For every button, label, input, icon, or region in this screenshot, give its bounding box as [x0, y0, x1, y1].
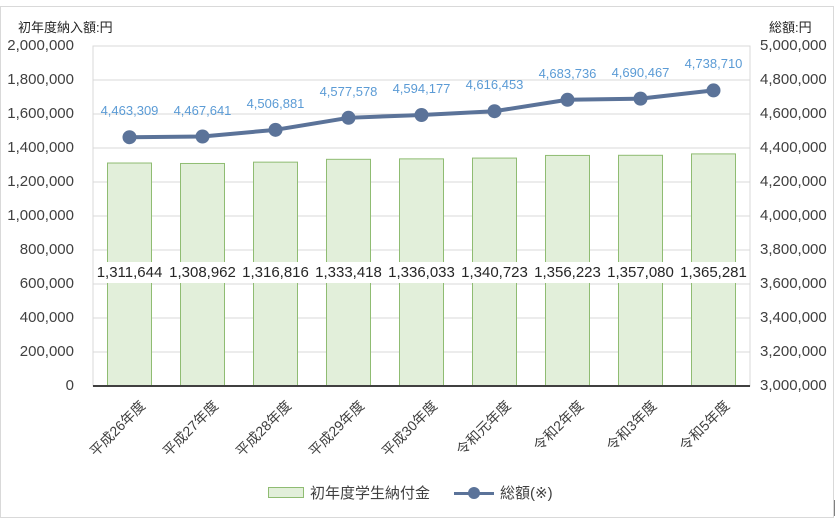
left-axis-tick: 1,000,000 — [7, 207, 74, 224]
legend: 初年度学生納付金 総額(※) — [268, 482, 553, 503]
line-data-label: 4,683,736 — [538, 65, 597, 81]
line-data-label: 4,616,453 — [465, 77, 524, 93]
left-axis-tick: 2,000,000 — [7, 37, 74, 54]
bar-data-label: 1,340,723 — [458, 262, 531, 283]
legend-bar-label: 初年度学生納付金 — [310, 485, 431, 502]
line-marker — [268, 122, 283, 137]
line-marker — [560, 92, 575, 107]
left-axis-tick: 200,000 — [19, 343, 74, 360]
bar-data-label: 1,333,418 — [312, 262, 385, 283]
right-axis-tick: 4,600,000 — [760, 105, 827, 122]
line-marker — [341, 110, 356, 125]
bar-data-label: 1,308,962 — [166, 262, 239, 283]
line-data-label: 4,738,710 — [684, 56, 743, 72]
right-axis-tick: 4,000,000 — [760, 207, 827, 224]
legend-item-bar: 初年度学生納付金 — [268, 482, 430, 503]
left-axis-tick: 800,000 — [19, 241, 74, 258]
right-axis-tick: 3,000,000 — [760, 377, 827, 394]
line-marker — [122, 130, 137, 145]
bar-data-label: 1,316,816 — [239, 262, 312, 283]
line-data-label: 4,577,578 — [319, 83, 378, 99]
line-marker — [414, 107, 429, 122]
right-axis-title: 総額:円 — [769, 20, 812, 35]
right-axis-tick: 3,800,000 — [760, 241, 827, 258]
right-axis-tick: 4,800,000 — [760, 71, 827, 88]
line-marker — [706, 83, 721, 98]
left-axis-tick: 1,200,000 — [7, 173, 74, 190]
line-data-label: 4,594,177 — [392, 80, 451, 96]
right-axis-tick: 3,600,000 — [760, 275, 827, 292]
bar-data-label: 1,365,281 — [677, 262, 750, 283]
left-axis-tick: 0 — [65, 377, 74, 394]
bar-data-label: 1,311,644 — [93, 262, 166, 283]
line-data-label: 4,467,641 — [173, 102, 232, 118]
left-axis-tick: 400,000 — [19, 309, 74, 326]
line-data-label: 4,506,881 — [246, 95, 305, 111]
right-axis-tick: 3,400,000 — [760, 309, 827, 326]
bar-data-label: 1,356,223 — [531, 262, 604, 283]
line-marker — [487, 104, 502, 119]
right-axis-tick: 4,400,000 — [760, 139, 827, 156]
left-axis-tick: 1,400,000 — [7, 139, 74, 156]
right-axis-tick: 3,200,000 — [760, 343, 827, 360]
right-axis-tick: 4,200,000 — [760, 173, 827, 190]
left-axis-tick: 1,800,000 — [7, 71, 74, 88]
line-data-label: 4,463,309 — [100, 103, 159, 119]
resize-cursor-icon — [834, 500, 837, 516]
right-axis-tick: 5,000,000 — [760, 37, 827, 54]
legend-item-line: 総額(※) — [454, 482, 553, 503]
bar-data-label: 1,357,080 — [604, 262, 677, 283]
left-axis-title: 初年度納入額:円 — [18, 20, 113, 35]
line-marker — [195, 129, 210, 144]
left-axis-tick: 1,600,000 — [7, 105, 74, 122]
bar-data-label: 1,336,033 — [385, 262, 458, 283]
line-marker — [633, 91, 648, 106]
left-axis-tick: 600,000 — [19, 275, 74, 292]
line-data-label: 4,690,467 — [611, 64, 670, 80]
line-marker-icon — [454, 486, 495, 499]
legend-line-label: 総額(※) — [500, 485, 553, 502]
bar-swatch-icon — [268, 487, 304, 498]
